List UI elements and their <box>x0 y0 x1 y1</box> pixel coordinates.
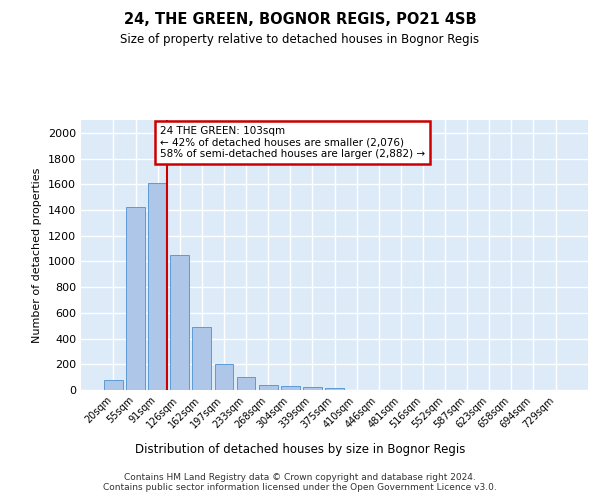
Text: Size of property relative to detached houses in Bognor Regis: Size of property relative to detached ho… <box>121 32 479 46</box>
Bar <box>325 388 344 390</box>
Y-axis label: Number of detached properties: Number of detached properties <box>32 168 43 342</box>
Bar <box>126 208 145 390</box>
Text: 24, THE GREEN, BOGNOR REGIS, PO21 4SB: 24, THE GREEN, BOGNOR REGIS, PO21 4SB <box>124 12 476 28</box>
Bar <box>259 384 278 390</box>
Bar <box>193 327 211 390</box>
Text: Contains HM Land Registry data © Crown copyright and database right 2024.
Contai: Contains HM Land Registry data © Crown c… <box>103 472 497 492</box>
Text: 24 THE GREEN: 103sqm
← 42% of detached houses are smaller (2,076)
58% of semi-de: 24 THE GREEN: 103sqm ← 42% of detached h… <box>160 126 425 159</box>
Text: Distribution of detached houses by size in Bognor Regis: Distribution of detached houses by size … <box>135 442 465 456</box>
Bar <box>104 380 123 390</box>
Bar <box>215 364 233 390</box>
Bar <box>281 386 299 390</box>
Bar <box>170 255 189 390</box>
Bar <box>148 183 167 390</box>
Bar <box>236 376 256 390</box>
Bar <box>303 387 322 390</box>
